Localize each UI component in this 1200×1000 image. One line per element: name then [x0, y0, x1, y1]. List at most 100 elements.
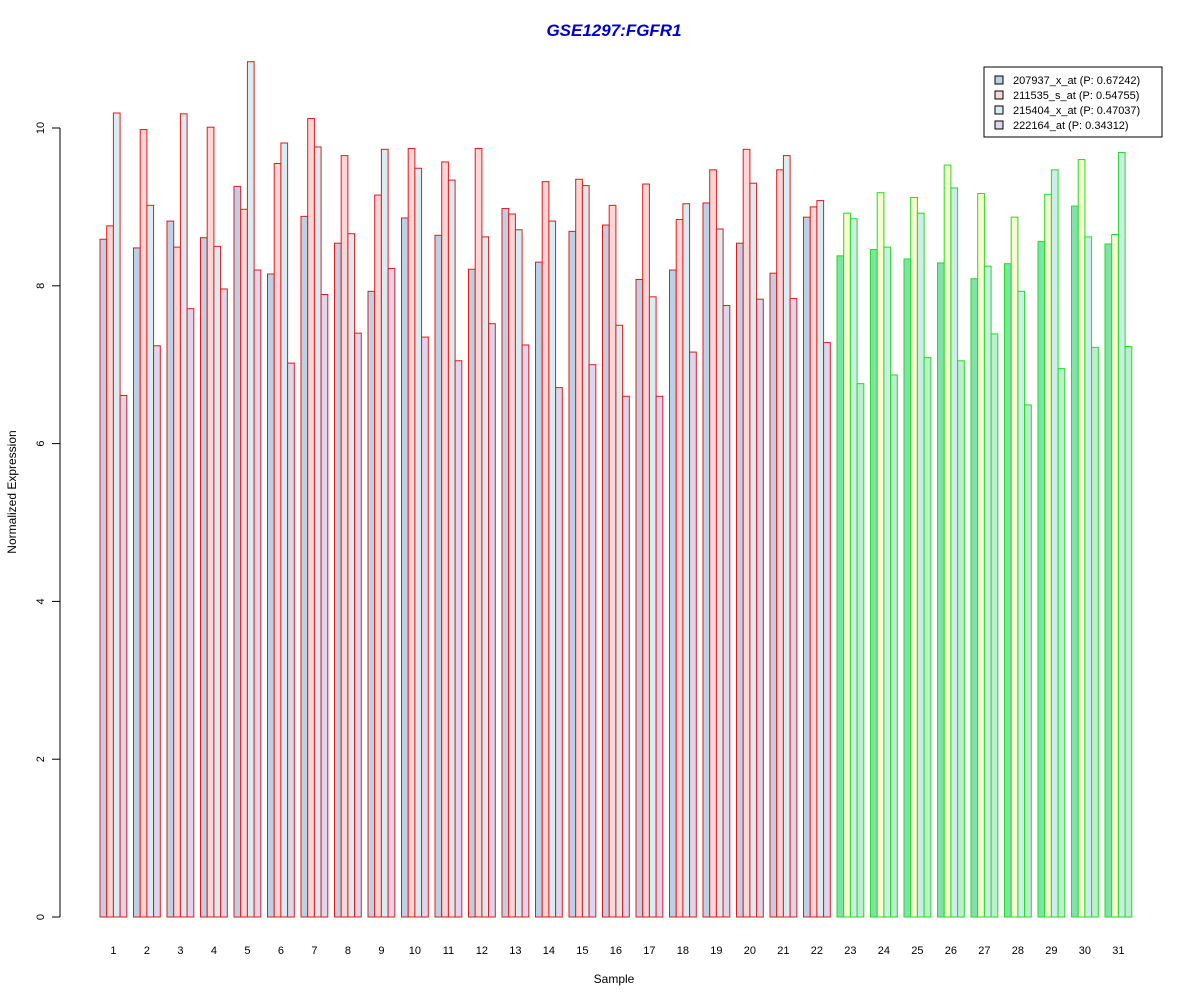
bar-sample-6-series-1	[267, 273, 275, 918]
bar-sample-4-series-3	[213, 245, 222, 918]
bar-sample-1-series-2	[106, 225, 114, 918]
bar-sample-19-series-1	[702, 202, 711, 918]
bar-sample-7-series-3	[313, 146, 322, 918]
bar-sample-12-series-1	[468, 268, 476, 918]
bar-sample-20-series-2	[742, 148, 751, 918]
bar-sample-29-series-2	[1044, 193, 1052, 918]
bar-sample-23-series-4	[856, 383, 865, 918]
bar-sample-20-series-3	[749, 182, 758, 918]
bar-sample-30-series-1	[1071, 205, 1079, 918]
x-tick-label: 20	[744, 945, 756, 957]
bar-sample-1-series-1	[99, 238, 108, 918]
y-tick-label: 6	[35, 441, 47, 447]
bar-sample-11-series-3	[447, 179, 456, 918]
x-tick-label: 24	[878, 945, 890, 957]
bar-sample-6-series-4	[287, 362, 295, 918]
bar-sample-22-series-2	[809, 206, 818, 918]
bar-sample-30-series-2	[1077, 159, 1086, 918]
bar-sample-24-series-4	[890, 374, 898, 918]
x-tick-label: 23	[844, 945, 856, 957]
bar-sample-19-series-2	[709, 169, 717, 918]
x-tick-label: 21	[777, 945, 789, 957]
bar-sample-2-series-1	[133, 247, 141, 918]
x-tick-label: 29	[1045, 945, 1057, 957]
bar-sample-16-series-3	[615, 324, 624, 918]
x-tick-label: 9	[378, 945, 384, 957]
bar-sample-5-series-2	[240, 208, 248, 918]
bar-sample-8-series-3	[347, 233, 356, 918]
bar-sample-24-series-1	[870, 249, 878, 918]
legend-swatch	[994, 75, 1004, 85]
bar-sample-28-series-3	[1017, 290, 1026, 918]
bar-sample-17-series-1	[635, 278, 644, 918]
bar-sample-24-series-3	[883, 246, 892, 918]
x-tick-label: 15	[576, 945, 588, 957]
bar-sample-21-series-3	[782, 155, 791, 918]
bar-sample-2-series-4	[153, 345, 161, 918]
bar-sample-21-series-2	[776, 169, 784, 918]
bar-sample-14-series-3	[548, 220, 557, 918]
bar-sample-25-series-2	[910, 196, 918, 918]
bar-sample-3-series-4	[186, 308, 195, 918]
y-tick-label: 4	[35, 598, 47, 604]
bar-sample-10-series-1	[401, 217, 409, 918]
bar-sample-8-series-4	[354, 332, 362, 918]
bar-sample-10-series-3	[414, 167, 423, 918]
legend-entry: 211535_s_at (P: 0.54755)	[1013, 90, 1139, 102]
x-tick-label: 25	[911, 945, 923, 957]
bar-sample-23-series-2	[843, 212, 851, 918]
bar-sample-30-series-4	[1091, 346, 1099, 918]
bar-sample-15-series-2	[575, 178, 583, 918]
bar-sample-19-series-3	[715, 228, 724, 918]
x-tick-label: 17	[643, 945, 655, 957]
bar-sample-15-series-4	[588, 364, 597, 918]
bar-sample-5-series-4	[253, 269, 262, 918]
bar-sample-8-series-2	[340, 155, 349, 918]
x-tick-label: 14	[543, 945, 555, 957]
legend-entry: 215404_x_at (P: 0.47037)	[1013, 105, 1140, 117]
bar-sample-8-series-1	[334, 242, 342, 918]
bar-sample-9-series-2	[374, 194, 382, 918]
bar-sample-25-series-3	[916, 212, 925, 918]
bar-sample-15-series-1	[568, 230, 577, 918]
bar-sample-5-series-3	[246, 61, 255, 918]
bar-sample-21-series-1	[769, 272, 778, 918]
bar-sample-20-series-1	[736, 242, 744, 918]
y-tick-label: 2	[35, 756, 47, 762]
x-tick-label: 26	[945, 945, 957, 957]
bar-sample-31-series-4	[1124, 346, 1133, 918]
bar-sample-22-series-4	[823, 342, 831, 918]
x-tick-label: 10	[409, 945, 421, 957]
x-tick-label: 2	[144, 945, 150, 957]
x-tick-label: 22	[811, 945, 823, 957]
x-tick-label: 18	[677, 945, 689, 957]
x-tick-label: 12	[476, 945, 488, 957]
x-tick-label: 3	[177, 945, 183, 957]
bar-sample-2-series-3	[146, 204, 155, 918]
legend: 207937_x_at (P: 0.67242) 211535_s_at (P: …	[983, 66, 1163, 138]
bar-sample-7-series-1	[300, 215, 309, 918]
bar-sample-19-series-4	[722, 305, 731, 918]
bar-sample-13-series-1	[501, 207, 510, 918]
bars-group	[99, 61, 1133, 918]
y-axis-label: Normalized Expression	[5, 430, 19, 553]
bar-sample-20-series-4	[756, 298, 764, 918]
bar-sample-3-series-3	[179, 113, 188, 918]
x-tick-label: 31	[1112, 945, 1124, 957]
bar-sample-25-series-1	[903, 258, 912, 918]
bar-sample-23-series-3	[849, 218, 858, 918]
bar-sample-12-series-3	[481, 236, 490, 918]
bar-sample-11-series-1	[434, 234, 443, 918]
bar-sample-14-series-1	[535, 261, 543, 918]
bar-sample-10-series-4	[421, 336, 429, 918]
bar-sample-13-series-3	[514, 229, 523, 918]
bar-sample-2-series-2	[139, 129, 148, 918]
bar-sample-28-series-1	[1004, 263, 1012, 918]
bar-sample-12-series-4	[488, 323, 496, 918]
bar-sample-14-series-2	[541, 181, 550, 918]
bar-sample-1-series-3	[112, 112, 121, 918]
bar-sample-18-series-3	[682, 203, 691, 918]
bar-sample-31-series-3	[1117, 151, 1126, 918]
bar-sample-13-series-2	[508, 213, 516, 918]
bar-sample-24-series-2	[876, 192, 885, 918]
